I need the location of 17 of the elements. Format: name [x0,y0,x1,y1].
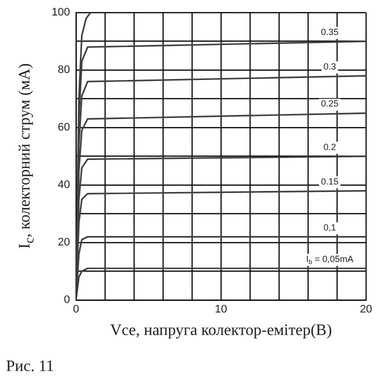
y-tick-label: 0 [64,294,70,306]
x-tick-label: 20 [360,304,372,316]
x-axis-title: Vce, напруга колектор-емітер(B) [109,322,333,340]
y-tick-label: 40 [58,179,70,192]
series-label: 0.2 [323,142,336,152]
y-tick-label: 20 [58,236,70,249]
x-tick-label: 0 [72,304,80,316]
x-tick-label: 10 [214,304,228,316]
series-label: 0.35 [320,26,339,37]
series-label: 0.3 [323,61,336,72]
series-label: 0.25 [320,98,339,109]
series-label: 0,1 [323,222,336,232]
text: Рис. 11 [6,358,54,376]
y-tick-label: 60 [58,122,70,134]
y-tick-label: 80 [58,64,70,76]
y-tick-label: 100 [52,6,70,19]
series-label: 0.15 [320,176,339,186]
